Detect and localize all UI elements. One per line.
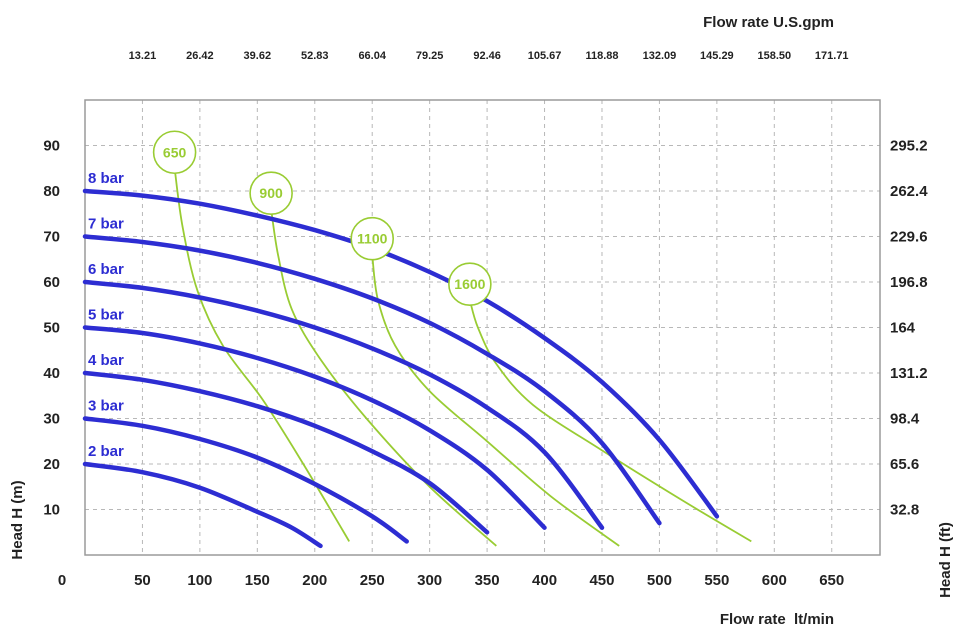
right-axis-ticks: 32.8 65.6 98.4 131.2 164 196.8 229.6 262.4 295.2	[890, 138, 928, 519]
top-tick-label: 26.42	[186, 50, 214, 62]
curve-labels: 650 900 1100 1600 2 bar 3 bar 4 bar 5 bar 6 bar 7…	[88, 130, 492, 460]
x-tick-label: 250	[360, 572, 385, 589]
series-label-7-bar: 7 bar	[88, 216, 124, 233]
series-label-2-bar: 2 bar	[88, 443, 124, 460]
x-tick-label: 500	[647, 572, 672, 589]
rpm-badge-650	[152, 130, 197, 175]
rpm-badge-900	[249, 171, 293, 215]
right-tick-label: 98.4	[890, 411, 920, 428]
top-tick-label: 79.25	[416, 50, 444, 62]
top-tick-label: 66.04	[358, 50, 386, 62]
series-label-6-bar: 6 bar	[88, 261, 124, 278]
top-tick-label: 145.29	[700, 50, 734, 62]
rpm-label-1100: 1100	[357, 231, 388, 247]
top-axis-ticks: 13.21 26.42 39.62 52.83 66.04 79.25 92.46 105.6…	[129, 50, 849, 62]
y-tick-label: 60	[43, 274, 60, 291]
y-tick-label: 30	[43, 411, 60, 428]
x-tick-label: 400	[532, 572, 557, 589]
series-line-8-bar	[82, 188, 720, 519]
x-tick-label: 50	[134, 572, 151, 589]
y-tick-label: 70	[43, 229, 60, 246]
pressure-curves	[82, 188, 720, 549]
top-tick-label: 92.46	[473, 50, 501, 62]
top-tick-label: 132.09	[643, 50, 677, 62]
rpm-curve-650	[173, 168, 350, 542]
right-tick-label: 65.6	[890, 456, 919, 473]
top-tick-label: 39.62	[244, 50, 272, 62]
rpm-label-1600: 1600	[454, 276, 485, 292]
y-tick-label: 10	[43, 502, 60, 519]
right-tick-label: 164	[890, 320, 916, 337]
x-tick-label: 100	[187, 572, 212, 589]
y-axis-ticks: 10 20 30 40 50 60 70 80 90	[43, 138, 60, 519]
top-tick-label: 171.71	[815, 50, 849, 62]
x-tick-label: 650	[819, 572, 844, 589]
series-line-6-bar	[82, 279, 605, 530]
rpm-badge-1600	[448, 262, 492, 307]
y-tick-label: 50	[43, 320, 60, 337]
top-tick-label: 118.88	[585, 50, 618, 62]
top-tick-label: 158.50	[757, 50, 791, 62]
series-line-4-bar	[82, 370, 490, 535]
rpm-curve-900	[270, 209, 497, 547]
right-axis-title: Head H (ft)	[937, 522, 954, 598]
x-tick-label: 0	[58, 572, 66, 589]
x-tick-label: 600	[762, 572, 787, 589]
series-label-5-bar: 5 bar	[88, 307, 124, 324]
x-tick-label: 350	[475, 572, 500, 589]
y-tick-label: 40	[43, 365, 60, 382]
y-tick-label: 80	[43, 183, 60, 200]
x-axis-title: Flow rate lt/min	[720, 611, 834, 627]
series-label-4-bar: 4 bar	[88, 352, 124, 369]
right-tick-label: 196.8	[890, 274, 928, 291]
top-tick-label: 13.21	[129, 50, 157, 62]
y-tick-label: 20	[43, 456, 60, 473]
right-tick-label: 295.2	[890, 138, 928, 155]
rpm-label-650: 650	[163, 144, 187, 160]
rpm-label-900: 900	[259, 185, 283, 201]
top-tick-label: 105.67	[528, 50, 562, 62]
right-tick-label: 262.4	[890, 183, 928, 200]
right-tick-label: 32.8	[890, 502, 919, 519]
series-label-8-bar: 8 bar	[88, 170, 124, 187]
series-line-5-bar	[82, 325, 547, 530]
top-axis-title: Flow rate U.S.gpm	[703, 14, 834, 31]
x-axis-ticks: 0 50 100 150 200 250 300 350 400 450 500 550 600 650	[58, 572, 844, 589]
x-tick-label: 200	[302, 572, 327, 589]
right-tick-label: 229.6	[890, 229, 928, 246]
y-tick-label: 90	[43, 138, 60, 155]
grid	[85, 100, 880, 555]
series-line-2-bar	[82, 461, 323, 549]
x-tick-label: 450	[589, 572, 614, 589]
top-tick-label: 52.83	[301, 50, 329, 62]
series-line-3-bar	[82, 416, 409, 544]
rpm-curve-1600	[469, 299, 752, 543]
x-tick-label: 300	[417, 572, 442, 589]
x-tick-label: 550	[704, 572, 729, 589]
series-line-7-bar	[82, 234, 662, 526]
rpm-badge-1100	[350, 216, 395, 261]
series-label-3-bar: 3 bar	[88, 398, 124, 415]
right-tick-label: 131.2	[890, 365, 928, 382]
y-axis-title: Head H (m)	[9, 480, 26, 559]
x-tick-label: 150	[245, 572, 270, 589]
